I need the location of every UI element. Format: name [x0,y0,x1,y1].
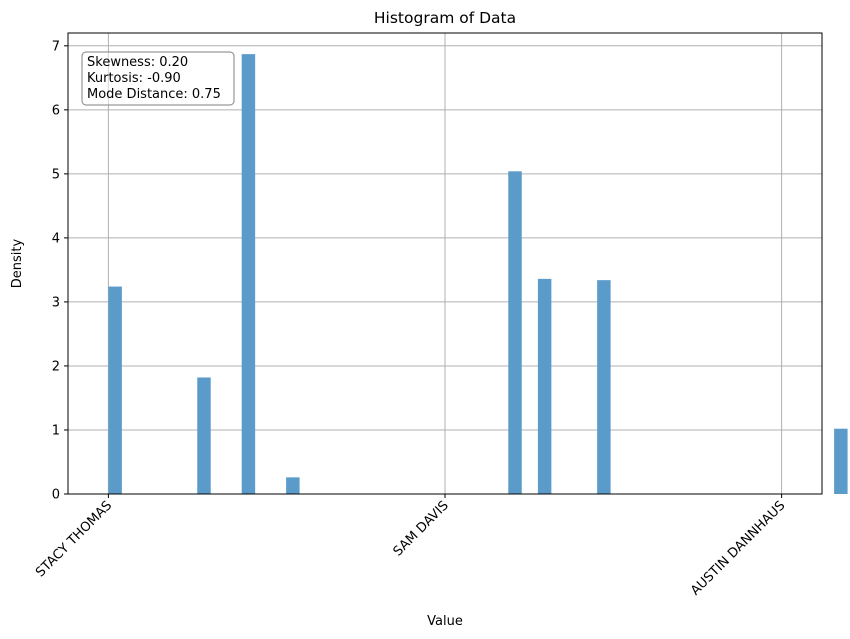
y-tick-label: 3 [52,295,60,310]
y-tick-label: 2 [52,359,60,374]
histogram-bar [241,54,256,495]
histogram-bar [286,477,300,494]
histogram-bar [508,171,522,495]
y-tick-label: 4 [52,231,60,246]
stats-skewness-label: Skewness: 0.20 [87,55,188,70]
histogram-bar [197,377,211,494]
y-tick-label: 5 [52,167,60,182]
histogram-bar [108,286,122,494]
ticks-layer: 0 1 2 3 4 5 6 7 STACY THOMAS SAM DAVIS AUSTIN DANN… [33,39,788,598]
histogram-bar [834,428,848,494]
stats-box-background [81,51,235,106]
y-axis-title: Density [10,238,25,288]
stats-mode-distance-label: Mode Distance: 0.75 [87,87,221,102]
histogram-bar [597,280,611,494]
y-tick-label: 1 [52,423,60,438]
y-tick-label: 0 [52,488,60,503]
y-tick-label: 7 [52,39,60,54]
x-tick-label: STACY THOMAS [33,498,115,580]
y-tick-label: 6 [52,103,60,118]
histogram-bar [537,278,552,494]
x-axis-title: Value [427,614,463,629]
stats-annotation-box: Skewness: 0.20 Kurtosis: -0.90 Mode Dist… [81,51,235,106]
x-tick-label: SAM DAVIS [391,498,452,559]
grid-layer [68,33,822,495]
chart-title: Histogram of Data [374,9,516,27]
stats-kurtosis-label: Kurtosis: -0.90 [87,71,181,86]
bars-layer [108,54,848,495]
x-tick-label: AUSTIN DANNHAUS [688,498,788,598]
